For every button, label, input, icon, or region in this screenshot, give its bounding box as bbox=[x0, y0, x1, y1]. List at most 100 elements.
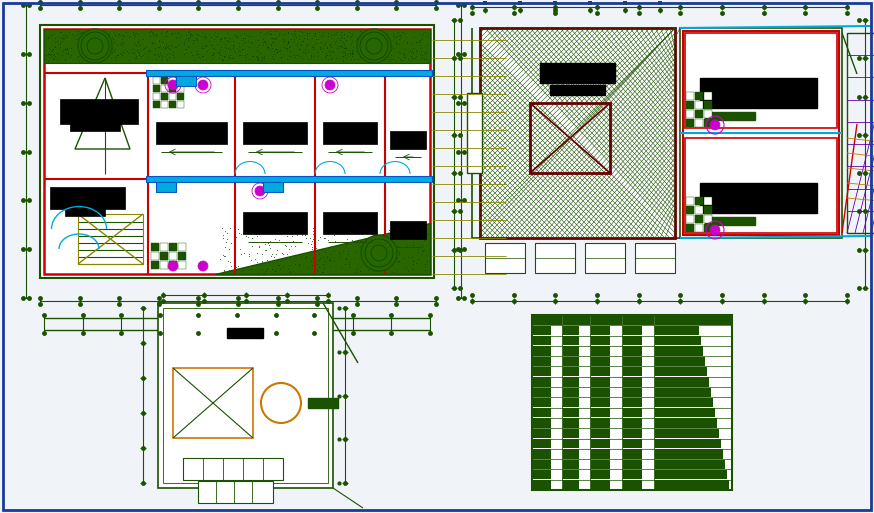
Bar bbox=[695, 206, 703, 214]
Point bbox=[206, 49, 220, 57]
Point bbox=[60, 45, 74, 53]
Point bbox=[149, 55, 163, 63]
Point bbox=[266, 38, 280, 46]
Point bbox=[198, 35, 212, 43]
Point bbox=[104, 40, 118, 48]
Point bbox=[304, 240, 318, 248]
Point bbox=[280, 46, 294, 54]
Bar bbox=[161, 93, 168, 100]
Bar bbox=[563, 408, 579, 418]
Point bbox=[73, 29, 87, 37]
Point bbox=[87, 51, 101, 60]
Point bbox=[221, 34, 235, 43]
Point bbox=[354, 54, 368, 62]
Point bbox=[267, 47, 281, 55]
Point bbox=[48, 42, 62, 50]
Bar bbox=[622, 387, 642, 397]
Point bbox=[345, 46, 359, 54]
Point bbox=[343, 263, 357, 271]
Point bbox=[371, 47, 385, 55]
Bar bbox=[532, 419, 551, 428]
Point bbox=[206, 49, 220, 57]
Point bbox=[231, 262, 245, 270]
Point bbox=[340, 235, 354, 244]
Point bbox=[275, 35, 289, 43]
Point bbox=[311, 267, 325, 275]
Point bbox=[382, 34, 396, 42]
Point bbox=[116, 48, 130, 56]
Point bbox=[238, 56, 252, 64]
Bar bbox=[156, 182, 176, 192]
Point bbox=[128, 32, 142, 40]
Point bbox=[406, 241, 420, 249]
Point bbox=[248, 255, 262, 263]
Point bbox=[334, 31, 348, 39]
Point bbox=[182, 42, 196, 50]
Point bbox=[364, 40, 378, 48]
Point bbox=[41, 33, 55, 42]
Point bbox=[287, 37, 301, 46]
Point bbox=[292, 32, 306, 40]
Point bbox=[418, 262, 432, 270]
Point bbox=[309, 38, 323, 47]
Point bbox=[232, 39, 246, 47]
Point bbox=[420, 257, 434, 265]
Point bbox=[41, 50, 55, 58]
Point bbox=[205, 41, 219, 49]
Bar bbox=[655, 315, 732, 325]
Point bbox=[362, 51, 376, 60]
Point bbox=[190, 50, 204, 58]
Bar bbox=[65, 208, 105, 216]
Point bbox=[85, 46, 99, 54]
Bar bbox=[532, 346, 551, 356]
Point bbox=[365, 29, 379, 37]
Point bbox=[217, 53, 231, 62]
Bar bbox=[390, 131, 426, 149]
Point bbox=[131, 36, 145, 45]
Circle shape bbox=[255, 186, 265, 196]
Point bbox=[373, 32, 387, 41]
Point bbox=[319, 53, 333, 61]
Point bbox=[409, 52, 423, 61]
Point bbox=[306, 45, 320, 53]
Point bbox=[199, 47, 213, 55]
Point bbox=[305, 245, 319, 253]
Point bbox=[177, 40, 191, 48]
Point bbox=[343, 49, 357, 57]
Point bbox=[420, 32, 434, 41]
Point bbox=[206, 51, 220, 59]
Point bbox=[102, 31, 116, 40]
Point bbox=[332, 253, 346, 261]
Point bbox=[110, 40, 124, 48]
Point bbox=[397, 254, 411, 263]
Point bbox=[272, 47, 286, 55]
Point bbox=[335, 32, 349, 41]
Point bbox=[416, 230, 430, 238]
Point bbox=[92, 31, 106, 40]
Point bbox=[225, 239, 239, 247]
Point bbox=[86, 37, 100, 45]
Point bbox=[147, 38, 161, 47]
Point bbox=[297, 33, 311, 42]
Point bbox=[343, 46, 357, 54]
Point bbox=[138, 49, 152, 57]
Bar bbox=[704, 119, 712, 127]
Point bbox=[334, 33, 348, 42]
Point bbox=[99, 36, 113, 45]
Point bbox=[206, 54, 220, 62]
Point bbox=[390, 253, 404, 262]
Point bbox=[275, 248, 289, 256]
Point bbox=[177, 38, 191, 46]
Point bbox=[306, 254, 320, 262]
Point bbox=[131, 29, 145, 37]
Point bbox=[113, 40, 127, 48]
Point bbox=[39, 51, 53, 59]
Point bbox=[191, 30, 205, 38]
Point bbox=[46, 55, 60, 64]
Point bbox=[178, 45, 192, 53]
Bar bbox=[243, 212, 307, 234]
Point bbox=[145, 40, 159, 48]
Bar bbox=[178, 252, 186, 260]
Point bbox=[359, 28, 373, 36]
Point bbox=[364, 51, 378, 59]
